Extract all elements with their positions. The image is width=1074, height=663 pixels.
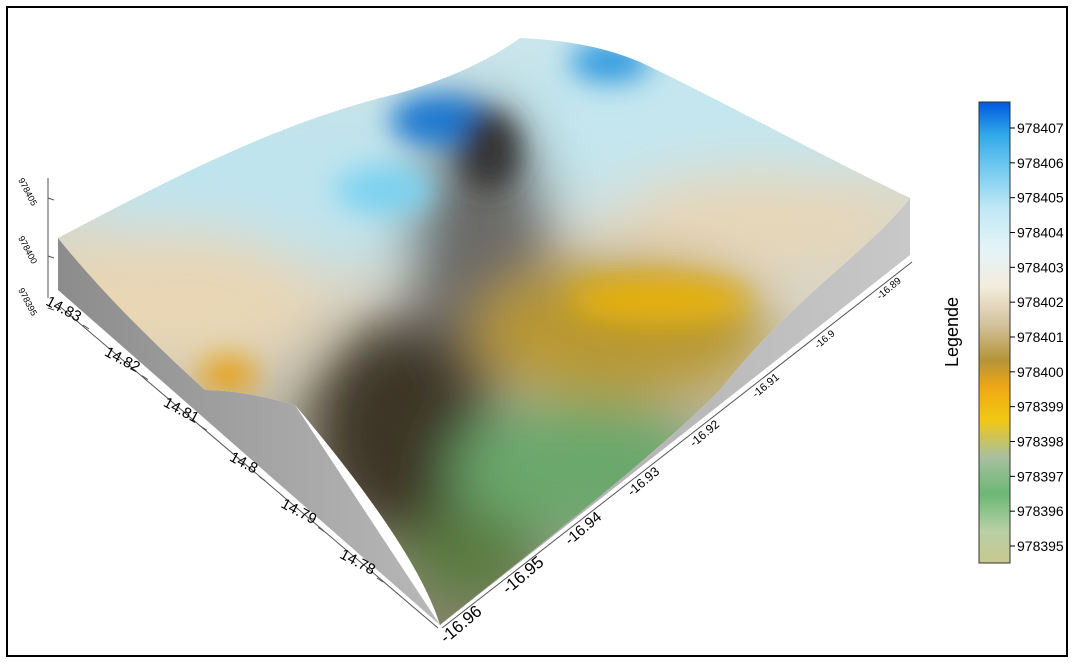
z-tick-label: 978405 bbox=[16, 176, 39, 207]
z-tick-mark bbox=[47, 197, 55, 201]
colorbar-tick-label: 978399 bbox=[1017, 399, 1064, 415]
y-tick-mark bbox=[141, 375, 149, 381]
colorbar-tick-label: 978403 bbox=[1017, 259, 1064, 275]
colorbar-tick-label: 978396 bbox=[1017, 503, 1064, 519]
colorbar-tick-label: 978402 bbox=[1017, 294, 1064, 310]
y-tick-mark bbox=[259, 476, 266, 482]
y-tick-mark bbox=[82, 324, 90, 330]
z-tick-label: 978400 bbox=[16, 234, 39, 265]
colorbar bbox=[978, 101, 1011, 564]
colorbar-tick-label: 978400 bbox=[1017, 364, 1064, 380]
colorbar-tick-label: 978404 bbox=[1017, 225, 1064, 241]
legend-title: Legende bbox=[942, 297, 962, 367]
colorbar-tick-label: 978398 bbox=[1017, 434, 1064, 450]
z-tick-label: 978395 bbox=[16, 286, 39, 317]
y-tick-mark bbox=[200, 425, 207, 431]
y-axis-line bbox=[57, 304, 439, 629]
left-side-wall bbox=[58, 238, 440, 625]
colorbar-tick-label: 978395 bbox=[1017, 538, 1064, 554]
colorbar-tick-label: 978406 bbox=[1017, 155, 1064, 171]
x-tick-label: -16.9 bbox=[813, 328, 838, 351]
y-tick-mark bbox=[376, 577, 384, 583]
z-tick-mark bbox=[47, 307, 55, 311]
colorbar-tick-label: 978401 bbox=[1017, 329, 1064, 345]
z-tick-mark bbox=[47, 255, 55, 259]
colorbar-tick-label: 978407 bbox=[1017, 120, 1064, 136]
y-tick-mark bbox=[317, 526, 325, 532]
colorbar-tick-label: 978397 bbox=[1017, 468, 1064, 484]
x-axis-line bbox=[441, 261, 913, 629]
colorbar-ticks: 978395 978396 978397 978398 978399 978400 9784… bbox=[1010, 120, 1064, 554]
colorbar-tick-label: 978405 bbox=[1017, 190, 1064, 206]
